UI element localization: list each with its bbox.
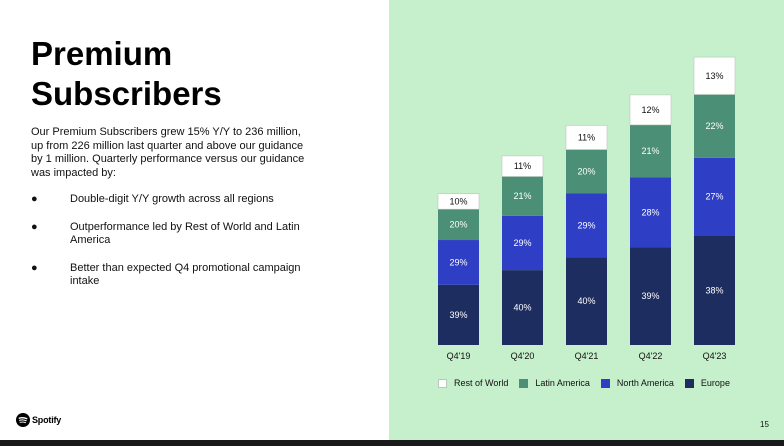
chart-legend: Rest of World Latin America North America E… <box>438 378 741 388</box>
bullet-dot-icon: ● <box>31 193 38 205</box>
data-label: 27% <box>705 192 723 202</box>
legend-swatch <box>519 378 529 388</box>
data-label: 12% <box>641 105 659 115</box>
bar-segment-north-america <box>694 157 735 236</box>
legend-swatch <box>684 378 694 388</box>
bullet-text: Better than expected Q4 promotional camp… <box>70 261 301 288</box>
data-label: 11% <box>578 132 595 142</box>
legend-item-latin-america: Latin America <box>519 378 590 388</box>
spotify-logo-icon <box>16 413 30 427</box>
slide-title: Premium Subscribers <box>31 34 222 114</box>
bar-segment-rest-of-world <box>437 193 480 210</box>
data-label: 38% <box>705 285 723 295</box>
x-tick-label: Q4'20 <box>511 351 535 361</box>
bottom-border <box>0 440 784 446</box>
bar-segment-north-america <box>630 177 671 248</box>
data-label: 28% <box>641 207 659 217</box>
data-label: 13% <box>705 71 723 81</box>
data-label: 20% <box>577 167 595 177</box>
bar-segment-rest-of-world <box>693 56 736 95</box>
bar-segment-europe <box>566 257 607 345</box>
bar-segment-europe <box>630 247 671 345</box>
legend-item-rest-of-world: Rest of World <box>438 378 508 388</box>
bar-segment-europe <box>438 284 479 345</box>
data-label: 39% <box>641 291 659 301</box>
data-label: 29% <box>449 257 467 267</box>
legend-label: Europe <box>700 378 730 388</box>
legend-label: Rest of World <box>454 378 509 388</box>
data-label: 40% <box>577 296 595 306</box>
subscribers-stacked-bar-chart: 39% 29% 20% 10% Q4'19 40% 29% 21% 11% Q4'20 40% 29%… <box>437 56 736 361</box>
bar-segment-north-america <box>566 193 607 258</box>
page-number: 15 <box>760 420 769 429</box>
bar-segment-latin-america <box>630 124 671 178</box>
bar-segment-europe <box>502 270 543 345</box>
data-label: 29% <box>513 238 531 248</box>
bar-segment-north-america <box>438 240 479 285</box>
data-label: 10% <box>449 196 467 206</box>
slide-title-line-1: Premium <box>31 35 173 72</box>
bar-segment-rest-of-world <box>501 155 544 177</box>
text-panel <box>0 0 389 440</box>
legend-label: North America <box>616 378 674 388</box>
bullet-dot-icon: ● <box>31 261 38 274</box>
spotify-logo: Spotify <box>16 413 61 427</box>
x-tick-label: Q4'22 <box>639 351 663 361</box>
data-label: 11% <box>514 161 531 171</box>
x-tick-label: Q4'19 <box>447 351 471 361</box>
bullet-dot-icon: ● <box>31 220 38 233</box>
logo-wordmark: Spotify <box>32 415 62 425</box>
legend-swatch <box>438 378 447 388</box>
bar-segment-rest-of-world <box>629 94 672 126</box>
data-label: 40% <box>513 303 531 313</box>
data-label: 20% <box>449 220 467 230</box>
slide-title-line-2: Subscribers <box>31 75 222 112</box>
bar-segment-north-america <box>502 215 543 271</box>
intro-paragraph: Our Premium Subscribers grew 15% Y/Y to … <box>31 126 305 179</box>
bullet-text: Outperformance led by Rest of World and … <box>70 220 300 247</box>
bullet-item: ● Double-digit Y/Y growth across all regi… <box>31 193 301 207</box>
legend-label: Latin America <box>535 378 590 388</box>
x-tick-label: Q4'21 <box>575 351 599 361</box>
bar-segment-latin-america <box>502 176 543 216</box>
bullet-list: ● Double-digit Y/Y growth across all regi… <box>31 193 301 303</box>
data-label: 29% <box>577 220 595 230</box>
bar-segment-rest-of-world <box>565 125 608 150</box>
bar-segment-latin-america <box>438 209 479 241</box>
data-label: 39% <box>449 310 467 320</box>
legend-item-north-america: North America <box>600 378 674 388</box>
x-tick-label: Q4'23 <box>703 351 727 361</box>
data-label: 21% <box>513 191 531 201</box>
bullet-item: ● Better than expected Q4 promotional cam… <box>31 262 301 289</box>
bar-segment-europe <box>694 235 735 345</box>
bullet-item: ● Outperformance led by Rest of World and… <box>31 221 301 248</box>
bullet-text: Double-digit Y/Y growth across all regio… <box>70 193 274 205</box>
data-label: 21% <box>641 146 659 156</box>
legend-swatch <box>600 378 610 388</box>
legend-item-europe: Europe <box>684 378 730 388</box>
data-label: 22% <box>705 121 723 131</box>
bar-segment-latin-america <box>694 94 735 158</box>
bar-segment-latin-america <box>566 149 607 194</box>
